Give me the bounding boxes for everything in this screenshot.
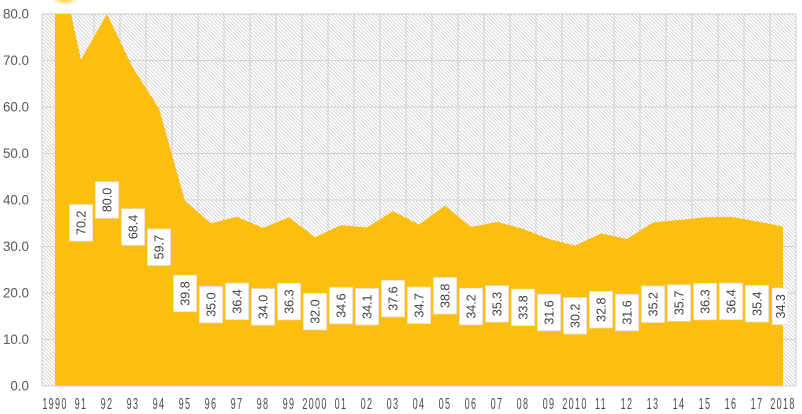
svg-text:04: 04 [413,396,426,413]
svg-text:0.0: 0.0 [10,379,29,394]
svg-text:2018: 2018 [770,396,795,413]
svg-text:31.6: 31.6 [542,300,556,324]
svg-text:97: 97 [231,396,244,413]
svg-text:20.0: 20.0 [3,286,29,301]
svg-text:01: 01 [335,396,348,413]
svg-text:30.2: 30.2 [568,304,582,328]
svg-text:34.3: 34.3 [774,294,788,318]
svg-text:03: 03 [387,396,400,413]
svg-text:16: 16 [725,396,738,413]
svg-text:96: 96 [205,396,218,413]
svg-text:94: 94 [153,396,166,413]
svg-text:31.6: 31.6 [620,300,634,324]
svg-text:17: 17 [751,396,764,413]
svg-text:30.0: 30.0 [3,239,29,254]
svg-text:70.2: 70.2 [74,211,88,235]
svg-text:99: 99 [283,396,296,413]
svg-text:10.0: 10.0 [3,332,29,347]
svg-text:07: 07 [491,396,504,413]
svg-text:33.8: 33.8 [516,295,530,319]
svg-text:12: 12 [621,396,634,413]
svg-text:39.8: 39.8 [178,281,192,305]
svg-text:15: 15 [699,396,712,413]
svg-text:50.0: 50.0 [3,146,29,161]
svg-text:70.0: 70.0 [3,53,29,68]
svg-text:08: 08 [517,396,530,413]
svg-text:36.3: 36.3 [698,289,712,313]
svg-text:68.4: 68.4 [126,215,140,239]
svg-text:32.8: 32.8 [594,297,608,321]
svg-text:36.4: 36.4 [724,289,738,313]
svg-text:34.1: 34.1 [360,294,374,318]
svg-text:1990: 1990 [42,396,67,413]
svg-text:35.2: 35.2 [646,292,660,316]
svg-text:35.4: 35.4 [750,291,764,315]
svg-text:09: 09 [543,396,556,413]
svg-text:92: 92 [101,396,114,413]
svg-text:2000: 2000 [302,396,327,413]
svg-text:34.0: 34.0 [256,295,270,319]
svg-text:11: 11 [595,396,607,413]
svg-text:2010: 2010 [562,396,587,413]
svg-text:80.0: 80.0 [100,188,114,212]
svg-text:37.6: 37.6 [386,286,400,310]
svg-text:40.0: 40.0 [3,193,29,208]
svg-text:80.0: 80.0 [3,7,29,22]
svg-text:34.6: 34.6 [334,293,348,317]
svg-text:06: 06 [465,396,478,413]
svg-text:34.7: 34.7 [412,293,426,317]
svg-text:59.7: 59.7 [152,235,166,259]
svg-text:32.0: 32.0 [308,299,322,323]
svg-text:13: 13 [647,396,660,413]
svg-text:91: 91 [75,396,88,413]
svg-text:35.3: 35.3 [490,292,504,316]
svg-text:95: 95 [179,396,192,413]
svg-text:35.0: 35.0 [204,292,218,316]
svg-text:14: 14 [673,396,686,413]
svg-text:93: 93 [127,396,140,413]
svg-text:05: 05 [439,396,452,413]
svg-text:98: 98 [257,396,270,413]
svg-text:34.2: 34.2 [464,294,478,318]
svg-text:02: 02 [361,396,374,413]
svg-text:36.3: 36.3 [282,289,296,313]
svg-text:38.8: 38.8 [438,284,452,308]
svg-text:35.7: 35.7 [672,291,686,315]
svg-text:60.0: 60.0 [3,100,29,115]
svg-text:36.4: 36.4 [230,289,244,313]
